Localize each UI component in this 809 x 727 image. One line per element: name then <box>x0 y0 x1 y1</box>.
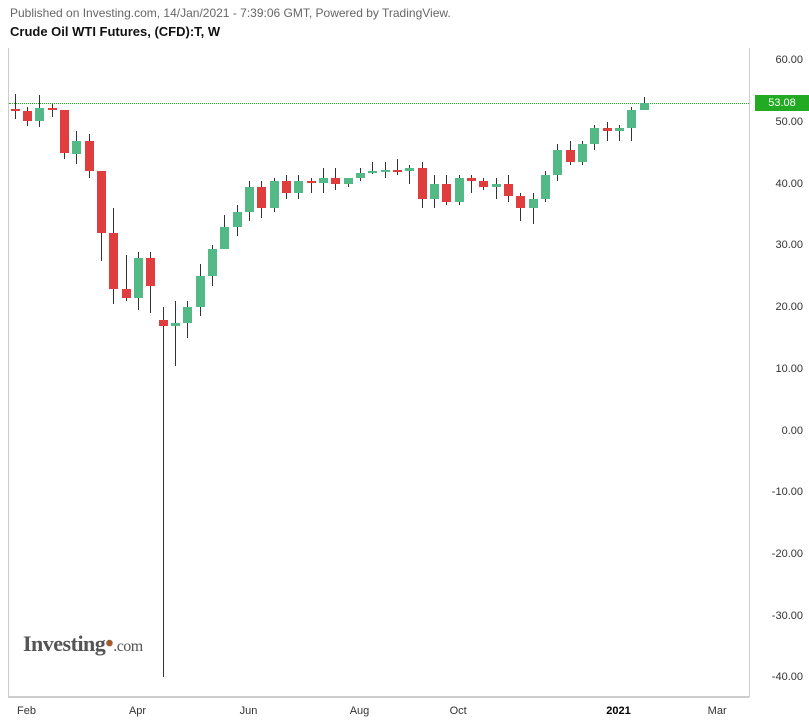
candle-body <box>109 233 118 289</box>
x-axis: Feb Apr Jun Aug Oct 2021 Mar <box>8 697 749 727</box>
chart-plot-area[interactable]: Investing•.com <box>8 48 749 697</box>
candle-body <box>603 128 612 131</box>
y-tick-label: 60.00 <box>775 54 803 66</box>
y-tick-label: -30.00 <box>772 610 803 622</box>
candle-body <box>122 289 131 298</box>
candle-wick <box>533 193 534 224</box>
candle-body <box>72 141 81 155</box>
y-tick-label: -40.00 <box>772 671 803 683</box>
x-tick-label: Mar <box>708 705 727 717</box>
candle-wick <box>163 307 164 677</box>
candle-wick <box>607 122 608 141</box>
candle-body <box>60 110 69 153</box>
candle-body <box>405 168 414 171</box>
candle-body <box>442 184 451 203</box>
x-tick-label: 2021 <box>606 705 630 717</box>
last-price-label: 53.08 <box>755 95 809 111</box>
candle-body <box>257 187 266 209</box>
chart-title: Crude Oil WTI Futures, (CFD):T, W <box>0 22 809 43</box>
x-tick-label: Feb <box>17 705 36 717</box>
candle-body <box>479 181 488 187</box>
candle-body <box>393 170 402 172</box>
candle-body <box>183 307 192 322</box>
y-tick-label: 10.00 <box>775 363 803 375</box>
candle-body <box>590 128 599 143</box>
candle-body <box>455 178 464 203</box>
candle-body <box>208 249 217 277</box>
candle-body <box>171 323 180 326</box>
y-tick-label: 20.00 <box>775 301 803 313</box>
publish-header: Published on Investing.com, 14/Jan/2021 … <box>0 0 809 22</box>
y-tick-label: -20.00 <box>772 548 803 560</box>
candle-body <box>319 178 328 183</box>
y-axis: 53.08 60.00 50.00 40.00 30.00 20.00 10.00 0.00… <box>749 48 809 697</box>
y-tick-label: 30.00 <box>775 239 803 251</box>
x-tick-label: Jun <box>240 705 258 717</box>
y-tick-label: -10.00 <box>772 486 803 498</box>
candle-body <box>553 150 562 175</box>
candle-body <box>430 184 439 199</box>
candle-body <box>146 258 155 286</box>
candle-body <box>529 199 538 208</box>
x-tick-label: Oct <box>450 705 467 717</box>
candle-body <box>331 178 340 184</box>
candle-body <box>492 184 501 187</box>
candle-body <box>97 171 106 233</box>
candle-body <box>615 128 624 131</box>
candle-body <box>270 181 279 209</box>
candle-body <box>467 178 476 181</box>
y-tick-label: 0.00 <box>782 425 803 437</box>
y-tick-label: 50.00 <box>775 116 803 128</box>
candle-body <box>294 181 303 193</box>
candle-body <box>344 178 353 184</box>
candle-body <box>504 184 513 196</box>
candle-body <box>418 168 427 199</box>
candle-body <box>159 320 168 326</box>
candle-body <box>307 181 316 183</box>
candle-body <box>23 111 32 121</box>
candle-body <box>640 103 649 110</box>
x-tick-label: Apr <box>129 705 146 717</box>
candle-body <box>35 108 44 120</box>
candle-body <box>566 150 575 162</box>
candle-body <box>578 144 587 163</box>
candle-body <box>11 109 20 111</box>
candle-body <box>356 173 365 178</box>
candle-body <box>245 187 254 212</box>
candle-body <box>134 258 143 298</box>
x-tick-label: Aug <box>350 705 370 717</box>
investing-watermark: Investing•.com <box>23 631 143 658</box>
candle-wick <box>15 94 16 119</box>
candle-body <box>196 276 205 307</box>
candle-wick <box>496 178 497 200</box>
chart-container: Published on Investing.com, 14/Jan/2021 … <box>0 0 809 727</box>
candle-body <box>85 141 94 172</box>
candle-body <box>368 171 377 173</box>
candle-body <box>541 175 550 200</box>
candle-body <box>381 170 390 172</box>
y-tick-label: 40.00 <box>775 178 803 190</box>
candle-wick <box>175 301 176 366</box>
candle-body <box>282 181 291 193</box>
candle-body <box>233 212 242 227</box>
candle-body <box>220 227 229 249</box>
last-price-line <box>9 103 749 104</box>
candle-body <box>516 196 525 208</box>
candle-body <box>627 110 636 129</box>
candle-body <box>48 108 57 110</box>
